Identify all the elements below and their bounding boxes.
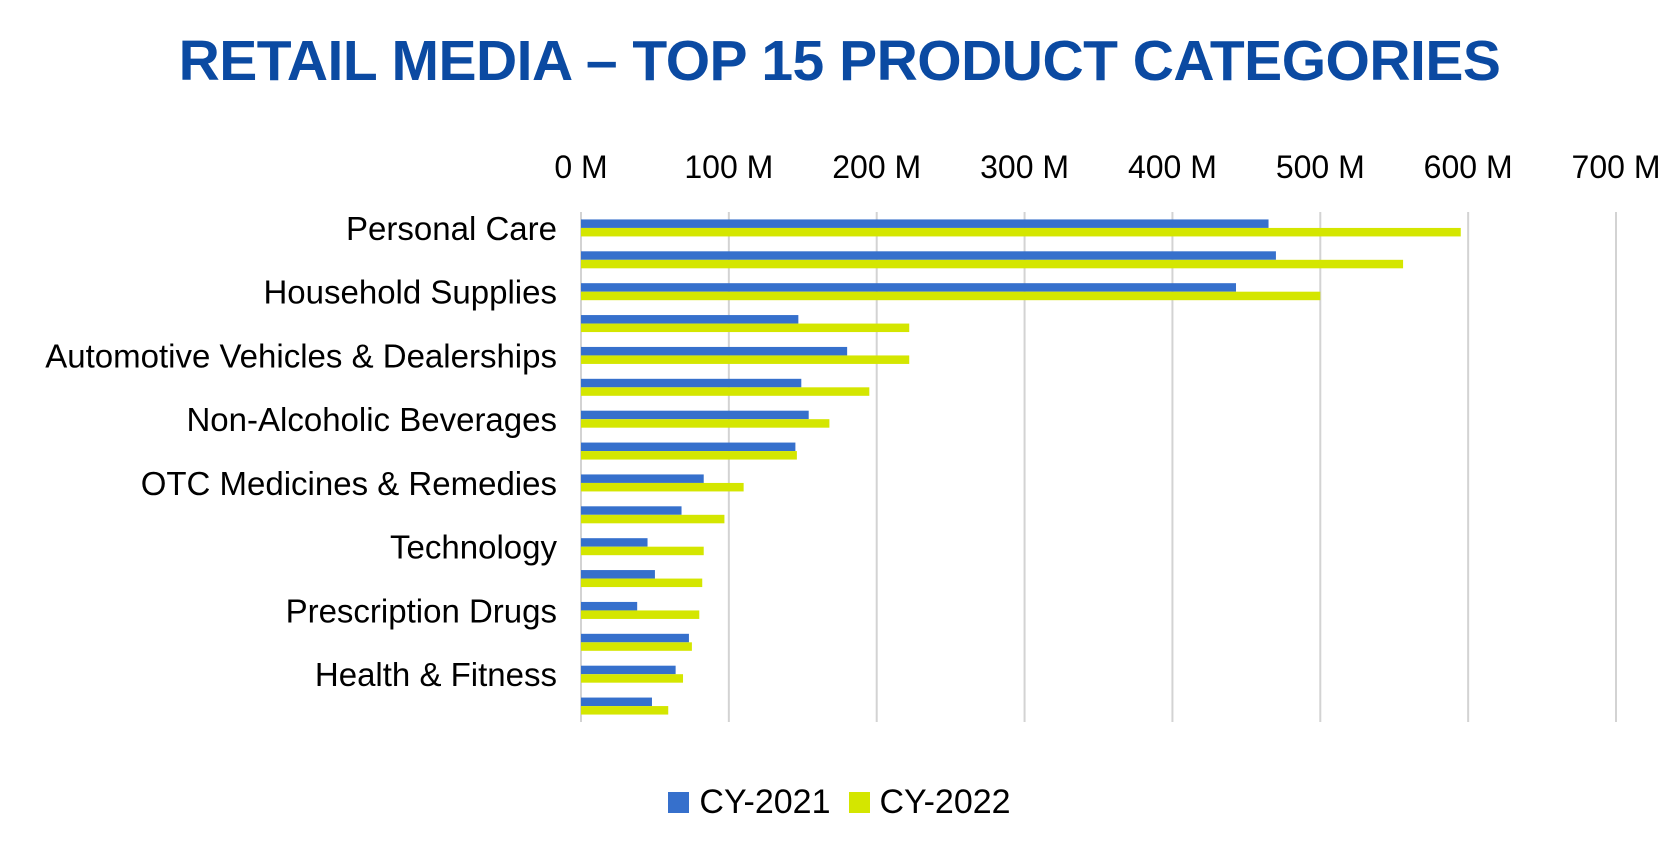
bar-cy-2021[interactable] bbox=[581, 601, 638, 611]
bar-cy-2021[interactable] bbox=[581, 346, 848, 356]
bar-cy-2022[interactable] bbox=[581, 291, 1321, 301]
bar-cy-2022[interactable] bbox=[581, 514, 725, 524]
bar-cy-2021[interactable] bbox=[581, 665, 676, 675]
x-tick-label: 100 M bbox=[684, 149, 773, 185]
bar-cy-2021[interactable] bbox=[581, 251, 1276, 260]
bar-cy-2022[interactable] bbox=[581, 419, 830, 428]
bar-cy-2021[interactable] bbox=[581, 315, 799, 324]
legend-swatch-2021 bbox=[668, 792, 690, 813]
bar-cy-2021[interactable] bbox=[581, 442, 796, 452]
bar-cy-2021[interactable] bbox=[581, 570, 655, 579]
category-label: Household Supplies bbox=[263, 274, 557, 311]
category-label: Personal Care bbox=[346, 210, 557, 247]
x-tick-label: 700 M bbox=[1572, 149, 1661, 185]
bar-cy-2022[interactable] bbox=[581, 259, 1404, 269]
x-tick-label: 200 M bbox=[832, 149, 921, 185]
bar-cy-2021[interactable] bbox=[581, 410, 809, 420]
bar-cy-2022[interactable] bbox=[581, 674, 684, 683]
y-axis-category-labels: Personal Care Household Supplies Automotiv… bbox=[45, 210, 557, 693]
bar-cy-2021[interactable] bbox=[581, 283, 1237, 292]
x-tick-label: 600 M bbox=[1424, 149, 1513, 185]
bar-cy-2022[interactable] bbox=[581, 387, 870, 396]
category-label: Health & Fitness bbox=[315, 656, 557, 693]
legend-item-2021[interactable]: CY-2021 bbox=[668, 783, 831, 822]
legend-label-2021: CY-2021 bbox=[699, 783, 831, 821]
legend-label-2022: CY-2022 bbox=[879, 783, 1011, 821]
x-tick-label: 300 M bbox=[980, 149, 1069, 185]
category-label: OTC Medicines & Remedies bbox=[141, 465, 557, 502]
bar-cy-2022[interactable] bbox=[581, 451, 797, 460]
bar-cy-2021[interactable] bbox=[581, 219, 1269, 228]
bar-cy-2022[interactable] bbox=[581, 546, 704, 556]
bar-cy-2022[interactable] bbox=[581, 482, 744, 492]
bar-cy-2021[interactable] bbox=[581, 697, 652, 707]
bar-cy-2022[interactable] bbox=[581, 355, 910, 364]
bar-cy-2022[interactable] bbox=[581, 706, 669, 715]
bar-cy-2022[interactable] bbox=[581, 578, 703, 588]
category-label: Non-Alcoholic Beverages bbox=[186, 401, 557, 438]
bars bbox=[581, 219, 1461, 715]
x-tick-label: 400 M bbox=[1128, 149, 1217, 185]
category-label: Technology bbox=[390, 529, 557, 566]
category-label: Prescription Drugs bbox=[286, 592, 557, 629]
bar-cy-2022[interactable] bbox=[581, 227, 1461, 237]
legend-item-2022[interactable]: CY-2022 bbox=[848, 783, 1011, 822]
legend: CY-2021 CY-2022 bbox=[0, 783, 1679, 822]
x-tick-label: 500 M bbox=[1276, 149, 1365, 185]
bar-cy-2021[interactable] bbox=[581, 633, 689, 643]
bar-cy-2022[interactable] bbox=[581, 323, 910, 333]
category-label: Automotive Vehicles & Dealerships bbox=[45, 337, 557, 374]
x-tick-label: 0 M bbox=[554, 149, 607, 185]
bar-cy-2022[interactable] bbox=[581, 610, 700, 619]
bar-cy-2021[interactable] bbox=[581, 506, 682, 515]
x-axis-tick-labels: 0 M 100 M 200 M 300 M 400 M 500 M 600 M 700 M bbox=[554, 149, 1660, 185]
bar-cy-2021[interactable] bbox=[581, 378, 802, 388]
chart-title: RETAIL MEDIA – TOP 15 PRODUCT CATEGORIES bbox=[178, 29, 1501, 93]
bar-cy-2022[interactable] bbox=[581, 642, 692, 651]
bar-cy-2021[interactable] bbox=[581, 538, 648, 547]
legend-swatch-2022 bbox=[848, 792, 870, 813]
bar-cy-2021[interactable] bbox=[581, 474, 704, 483]
